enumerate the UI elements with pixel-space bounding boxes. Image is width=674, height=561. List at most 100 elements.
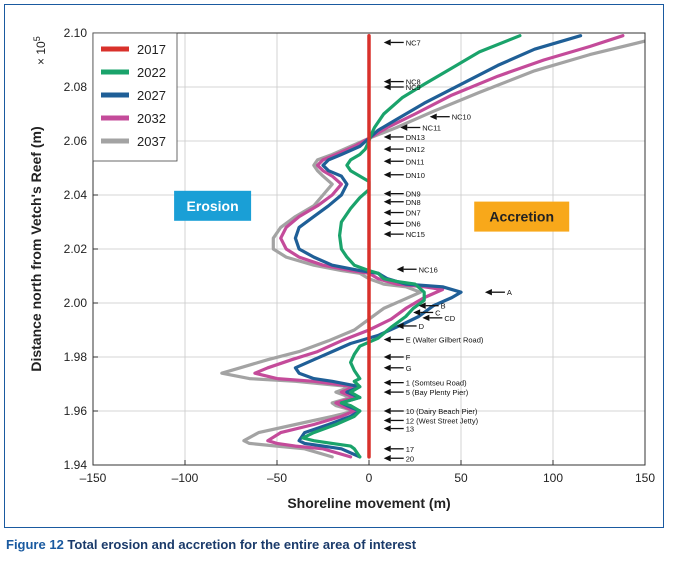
x-tick-label: 100 xyxy=(543,471,563,485)
annotation-label: 17 xyxy=(406,445,414,454)
annotation-arrowhead xyxy=(383,379,391,386)
annotation-label: C xyxy=(435,308,441,317)
y-axis-label: Distance north from Vetch's Reef (m) xyxy=(28,126,44,371)
legend-label-2017: 2017 xyxy=(137,42,166,57)
y-tick-label: 2.00 xyxy=(64,296,88,310)
annotation-label: DN11 xyxy=(406,157,425,166)
region-label-box xyxy=(174,190,252,221)
annotation-label: DN9 xyxy=(406,190,421,199)
axis-ticks: –150 –100 –50 0 50 100 150 1.94 1.96 1.98 2.00 2.02… xyxy=(64,26,656,485)
annotation-arrowhead xyxy=(383,209,391,216)
annotation-label: G xyxy=(406,364,412,373)
legend-label-2027: 2027 xyxy=(137,88,166,103)
x-tick-label: –150 xyxy=(80,471,107,485)
annotation-arrowhead xyxy=(383,445,391,452)
annotation-arrowhead xyxy=(383,133,391,141)
x-tick-label: 50 xyxy=(454,471,468,485)
annotation-label: NC10 xyxy=(452,113,471,122)
annotation-label: A xyxy=(507,288,512,297)
x-axis-label: Shoreline movement (m) xyxy=(287,495,450,511)
annotation-arrowhead xyxy=(383,425,391,432)
annotation-label: 10 (Dairy Beach Pier) xyxy=(406,407,478,416)
legend: 2017 2022 2027 2032 2037 xyxy=(92,32,178,162)
series-line-2022 xyxy=(301,34,522,459)
y-tick-label: 1.94 xyxy=(64,458,88,472)
series-lines xyxy=(220,33,645,459)
annotation-arrowhead xyxy=(383,388,391,396)
annotation-arrowhead xyxy=(383,455,391,462)
annotation-arrowhead xyxy=(383,39,391,46)
annotation-arrowhead xyxy=(383,220,391,227)
annotation-arrowhead xyxy=(383,364,391,371)
y-tick-label: 2.06 xyxy=(64,134,88,148)
region-labels: Erosion Accretion xyxy=(174,190,570,232)
annotation-label: F xyxy=(406,353,411,362)
y-tick-label: 2.02 xyxy=(64,242,88,256)
x-tick-label: 150 xyxy=(635,471,655,485)
annotation-label: NC11 xyxy=(422,124,441,133)
annotation-arrowhead xyxy=(413,309,421,316)
annotation-arrowhead xyxy=(396,266,404,273)
annotation-arrowhead xyxy=(400,124,408,131)
annotation-label: CD xyxy=(444,314,455,323)
region-label-text: Accretion xyxy=(489,209,554,225)
annotation-label: DN10 xyxy=(406,171,425,180)
y-tick-label: 2.08 xyxy=(64,80,88,94)
annotation-label: D xyxy=(419,322,425,331)
y-multiplier: × 105 xyxy=(32,36,48,65)
annotation-label: 1 (Somtseu Road) xyxy=(406,379,467,388)
annotation-label: NC15 xyxy=(406,230,425,239)
y-tick-label: 1.98 xyxy=(64,350,88,364)
annotation-label: NC8 xyxy=(406,78,421,87)
annotation-arrowhead xyxy=(484,289,492,296)
region-label-text: Erosion xyxy=(187,198,239,214)
annotation-arrowhead xyxy=(422,314,430,322)
x-tick-label: –50 xyxy=(267,471,287,485)
annotation-arrowhead xyxy=(383,145,391,153)
annotation-arrowhead xyxy=(383,78,391,85)
x-tick-label: –100 xyxy=(172,471,199,485)
annotation-arrowhead xyxy=(383,336,391,343)
annotation-arrowhead xyxy=(418,302,426,309)
annotation-label: NC16 xyxy=(419,265,438,274)
annotation-arrowhead xyxy=(383,171,391,178)
annotation-label: 20 xyxy=(406,454,414,463)
annotation-label: E (Walter Gilbert Road) xyxy=(406,335,484,344)
annotation-label: DN7 xyxy=(406,209,421,218)
annotation-label: NC7 xyxy=(406,38,421,47)
y-multiplier-exponent: 5 xyxy=(32,36,42,41)
annotation-label: 12 (West Street Jetty) xyxy=(406,416,479,425)
region-label-box xyxy=(474,201,570,232)
annotation-label: DN13 xyxy=(406,133,425,142)
y-tick-label: 2.04 xyxy=(64,188,88,202)
legend-label-2032: 2032 xyxy=(137,111,166,126)
annotation-arrowhead xyxy=(383,230,391,238)
annotation-label: 5 (Bay Plenty Pier) xyxy=(406,388,469,397)
annotation-arrowhead xyxy=(383,407,391,415)
y-tick-label: 1.96 xyxy=(64,404,88,418)
caption-number: Figure 12 xyxy=(6,537,64,552)
annotation-arrowhead xyxy=(429,113,437,120)
annotation-arrowhead xyxy=(383,417,391,424)
x-tick-label: 0 xyxy=(366,471,373,485)
annotation-label: DN8 xyxy=(406,198,421,207)
annotation-arrowhead xyxy=(383,190,391,197)
caption-text: Total erosion and accretion for the enti… xyxy=(67,537,417,552)
figure-caption: Figure 12 Total erosion and accretion fo… xyxy=(6,537,416,552)
annotation-arrowhead xyxy=(396,322,404,330)
y-multiplier-base: × 10 xyxy=(34,41,48,65)
figure-frame: NC7 NC8 NC9 NC10 NC11 DN13 DN12 DN11 DN10 DN9 DN8 D… xyxy=(4,4,664,528)
svg-text:× 105: × 105 xyxy=(32,36,48,65)
annotation-arrowhead xyxy=(383,158,391,165)
annotation-label: NC9 xyxy=(406,83,421,92)
annotation-label: DN12 xyxy=(406,145,425,154)
annotation-arrowhead xyxy=(383,83,391,91)
annotation-label: DN6 xyxy=(406,219,421,228)
legend-label-2022: 2022 xyxy=(137,65,166,80)
annotation-arrowhead xyxy=(383,198,391,205)
y-tick-label: 2.10 xyxy=(64,26,88,40)
annotation-label: B xyxy=(441,302,446,311)
annotation-arrowhead xyxy=(383,353,391,361)
